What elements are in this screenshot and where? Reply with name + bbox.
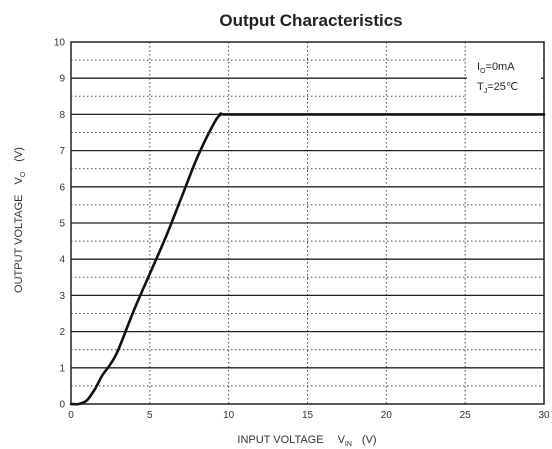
x-tick-label: 10 [223, 410, 235, 421]
annotation-io-subscript: O [480, 68, 486, 75]
x-axis-unit: (V) [362, 434, 377, 446]
y-tick-label: 10 [54, 38, 66, 49]
annotation-tj-subscript: J [484, 88, 488, 95]
x-tick-label: 15 [302, 410, 314, 421]
output-voltage-series-line [69, 112, 546, 406]
y-tick-label: 2 [59, 327, 65, 338]
x-tick-labels: 0 5 10 15 20 25 30 [68, 410, 550, 421]
annotation-io-value: =0mA [486, 61, 516, 73]
y-axis-symbol: V [13, 177, 25, 185]
x-tick-label: 20 [381, 410, 393, 421]
annotation-background [467, 54, 541, 98]
x-tick-label: 25 [460, 410, 472, 421]
y-tick-label: 3 [59, 291, 65, 302]
x-tick-label: 30 [538, 410, 550, 421]
major-gridlines [71, 77, 544, 369]
y-axis-unit: (V) [13, 147, 25, 162]
y-axis-title-text: OUTPUT VOLTAGE [13, 195, 25, 293]
y-tick-label: 7 [59, 146, 65, 157]
x-axis-subscript: IN [345, 441, 352, 448]
y-tick-label: 1 [59, 363, 65, 374]
annotation-io-symbol: I [477, 61, 480, 73]
annotation-tj-symbol: T [477, 81, 484, 93]
y-tick-label: 0 [59, 400, 65, 411]
x-tick-label: 0 [68, 410, 74, 421]
y-tick-label: 6 [59, 182, 65, 193]
plot-frame [70, 41, 545, 405]
x-axis-title-text: INPUT VOLTAGE [237, 434, 323, 446]
y-tick-label: 5 [59, 219, 65, 230]
y-axis-subscript: O [20, 171, 27, 177]
y-axis-title: OUTPUT VOLTAGE VO (V) [13, 147, 27, 293]
y-tick-labels: 0 1 2 3 4 5 6 7 8 9 10 [54, 38, 66, 411]
y-tick-label: 9 [59, 74, 65, 85]
x-tick-label: 5 [147, 410, 153, 421]
x-axis-title: INPUT VOLTAGE VIN (V) [237, 434, 376, 448]
y-tick-label: 8 [59, 110, 65, 121]
annotation-tj-value: =25℃ [487, 81, 518, 93]
chart-title: Output Characteristics [219, 11, 402, 30]
annotation-tj: TJ=25℃ [477, 81, 518, 95]
y-tick-label: 4 [59, 255, 65, 266]
x-axis-symbol: V [338, 434, 346, 446]
annotation-io: IO=0mA [477, 61, 515, 75]
